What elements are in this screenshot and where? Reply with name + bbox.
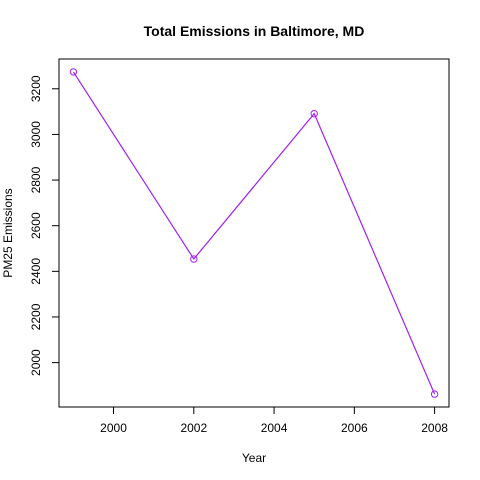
y-tick-label: 2800 bbox=[29, 166, 43, 193]
x-tick-label: 2002 bbox=[180, 421, 207, 435]
y-tick-label: 2600 bbox=[29, 212, 43, 239]
data-point bbox=[190, 255, 198, 263]
x-tick-label: 2004 bbox=[261, 421, 288, 435]
y-axis: 2000 2200 2400 2600 2800 3000 3200 bbox=[29, 75, 59, 376]
data-point bbox=[69, 68, 78, 76]
series-layer bbox=[69, 68, 439, 398]
series-line bbox=[72, 71, 436, 395]
x-axis: 2000 2002 2004 2006 2008 bbox=[100, 407, 448, 435]
y-tick-label: 3000 bbox=[29, 121, 43, 148]
chart-title: Total Emissions in Baltimore, MD bbox=[144, 23, 365, 39]
x-tick-label: 2006 bbox=[341, 421, 368, 435]
y-tick-label: 2000 bbox=[29, 349, 43, 376]
plot-area-border bbox=[58, 58, 450, 408]
data-point bbox=[430, 390, 439, 398]
y-tick-label: 2400 bbox=[29, 258, 43, 285]
data-point bbox=[310, 109, 318, 118]
x-tick-label: 2008 bbox=[421, 421, 448, 435]
x-tick-label: 2000 bbox=[100, 421, 127, 435]
x-axis-title: Year bbox=[242, 451, 266, 465]
y-tick-label: 3200 bbox=[29, 75, 43, 102]
y-axis-title: PM25 Emissions bbox=[1, 188, 15, 277]
y-tick-label: 2200 bbox=[29, 303, 43, 330]
